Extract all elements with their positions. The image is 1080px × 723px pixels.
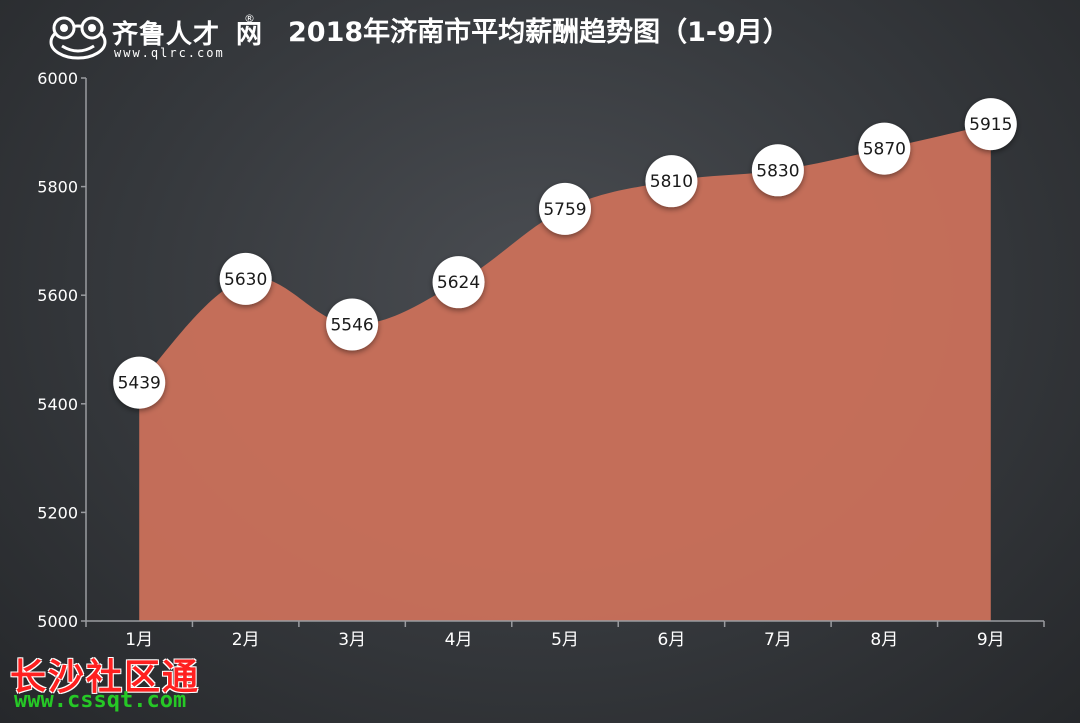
data-point-marker — [219, 252, 272, 305]
x-tick-label: 4月 — [445, 630, 473, 650]
data-label: 5439 — [118, 374, 161, 394]
site-watermark: 长沙社区通 www.cssqt.com — [10, 648, 240, 718]
data-point-marker — [751, 144, 804, 197]
x-tick-label: 6月 — [658, 630, 686, 650]
data-point: 5759 — [539, 182, 591, 235]
data-point-marker — [645, 155, 698, 208]
series-area — [139, 124, 991, 621]
data-point: 5439 — [113, 356, 166, 409]
data-point: 5830 — [751, 144, 804, 197]
logo-registered-mark: ® — [244, 12, 255, 25]
x-tick-label: 3月 — [338, 630, 366, 650]
watermark-text: 长沙社区通 — [10, 656, 201, 698]
watermark-url: www.cssqt.com — [14, 688, 187, 713]
y-tick-label: 5200 — [37, 503, 78, 522]
x-tick-label: 7月 — [764, 630, 792, 650]
data-point-marker — [539, 182, 591, 235]
data-point: 5546 — [326, 298, 379, 351]
qlrc-logo: 齐鲁人才网 ® www.qlrc.com — [48, 12, 268, 62]
data-point-marker — [326, 298, 379, 351]
frog-logo-icon — [49, 16, 107, 60]
data-label: 5759 — [543, 200, 586, 220]
data-label: 5870 — [863, 140, 906, 160]
y-tick-label: 5600 — [37, 286, 78, 305]
data-point: 5915 — [964, 98, 1017, 151]
y-tick-label: 5400 — [37, 395, 78, 414]
logo-name: 齐鲁人才网 — [112, 20, 264, 50]
data-point-marker — [964, 98, 1017, 151]
data-label: 5630 — [224, 270, 267, 290]
x-tick-label: 8月 — [870, 630, 898, 650]
y-tick-label: 5800 — [37, 178, 78, 197]
data-label: 5810 — [650, 172, 693, 192]
data-point: 5870 — [858, 122, 911, 175]
data-label: 5546 — [330, 316, 373, 336]
logo-url: www.qlrc.com — [114, 46, 225, 60]
data-point-marker — [858, 122, 911, 175]
y-tick-label: 5000 — [37, 612, 78, 631]
x-tick-label: 5月 — [551, 630, 579, 650]
x-tick-label: 2月 — [232, 630, 260, 650]
data-label: 5624 — [437, 273, 480, 293]
data-point: 5810 — [645, 155, 698, 208]
data-label: 5830 — [756, 161, 799, 181]
y-tick-label: 6000 — [37, 69, 78, 88]
x-tick-label: 1月 — [125, 630, 153, 650]
data-label: 5915 — [969, 115, 1012, 135]
data-point: 5624 — [432, 256, 485, 309]
data-point-marker — [113, 356, 166, 409]
data-point: 5630 — [219, 252, 272, 305]
chart-title: 2018年济南市平均薪酬趋势图（1-9月） — [288, 17, 790, 48]
data-point-marker — [432, 256, 485, 309]
x-tick-label: 9月 — [977, 630, 1005, 650]
